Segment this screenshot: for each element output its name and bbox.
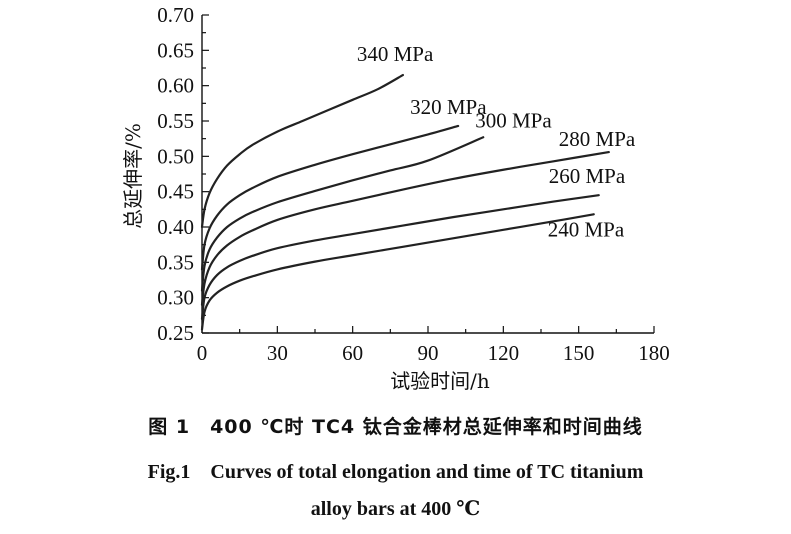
- x-tick-label: 60: [342, 341, 363, 365]
- y-tick-label: 0.30: [157, 286, 194, 310]
- series-line-300-mpa: [200, 136, 485, 292]
- x-tick-label: 30: [267, 341, 288, 365]
- y-tick-label: 0.65: [157, 38, 194, 62]
- x-tick-label: 150: [563, 341, 595, 365]
- series-layer: [200, 73, 610, 331]
- y-tick-label: 0.60: [157, 74, 194, 98]
- y-tick-label: 0.45: [157, 180, 194, 204]
- series-label-280-mpa: 280 MPa: [559, 127, 636, 151]
- y-tick-label: 0.55: [157, 109, 194, 133]
- x-tick-label: 90: [418, 341, 439, 365]
- series-label-300-mpa: 300 MPa: [475, 108, 552, 132]
- series-label-260-mpa: 260 MPa: [549, 164, 626, 188]
- figure-caption-chinese: 图 1 400 ℃时 TC4 钛合金棒材总延伸率和时间曲线: [148, 416, 643, 438]
- axes: 0 30 60 90 120 150 180 0.25 0.30 0.35 0.40 0.45 0.50…: [157, 3, 670, 365]
- y-tick-label: 0.35: [157, 250, 194, 274]
- series-line-260-mpa: [200, 194, 600, 320]
- series-line-320-mpa: [200, 124, 460, 271]
- x-axis-title: 试验时间/h: [390, 369, 490, 393]
- y-tick-label: 0.40: [157, 215, 194, 239]
- x-tick-label: 180: [638, 341, 670, 365]
- x-tick-label: 0: [197, 341, 208, 365]
- x-tick-label: 120: [488, 341, 520, 365]
- elongation-chart: 0 30 60 90 120 150 180 0.25 0.30 0.35 0.40 0.45 0.50…: [121, 3, 670, 393]
- y-tick-label: 0.70: [157, 3, 194, 27]
- series-line-340-mpa: [200, 73, 404, 229]
- figure-caption-english-line1: Fig.1 Curves of total elongation and tim…: [147, 461, 644, 483]
- series-label-240-mpa: 240 MPa: [548, 217, 625, 241]
- figure-caption-english-line2: alloy bars at 400 ℃: [310, 498, 481, 520]
- series-label-320-mpa: 320 MPa: [410, 95, 487, 119]
- series-label-340-mpa: 340 MPa: [357, 42, 434, 66]
- y-axis-title: 总延伸率/%: [121, 123, 145, 229]
- series-line-280-mpa: [200, 150, 610, 306]
- series-line-240-mpa: [200, 213, 595, 331]
- y-tick-label: 0.50: [157, 144, 194, 168]
- y-tick-label: 0.25: [157, 321, 194, 345]
